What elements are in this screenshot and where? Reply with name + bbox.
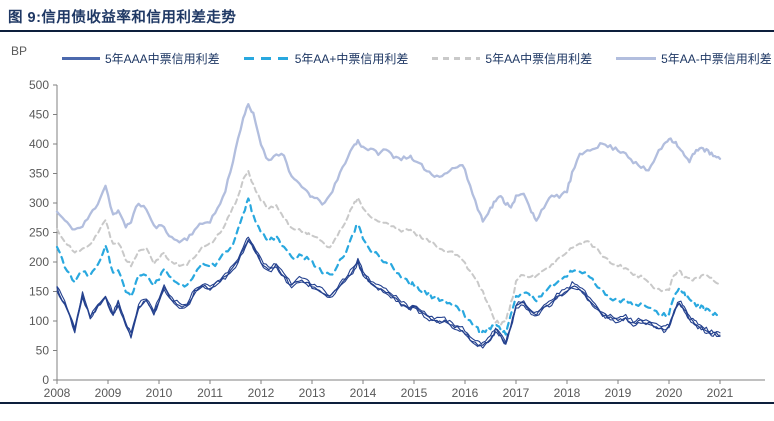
series-aa — [56, 169, 721, 327]
x-tick-label: 2017 — [503, 386, 530, 400]
legend-label: 5年AA中票信用利差 — [485, 52, 593, 66]
x-tick-label: 2013 — [299, 386, 326, 400]
legend-item-aa: 5年AA中票信用利差 — [432, 50, 592, 67]
dashed-line-swatch-icon — [432, 57, 481, 60]
x-tick-label: 2020 — [656, 386, 683, 400]
x-tick-label: 2021 — [707, 386, 734, 400]
legend-item-aa-minus: 5年AA-中票信用利差 — [616, 50, 772, 67]
x-tick-label: 2011 — [197, 386, 223, 400]
x-tick-label: 2015 — [401, 386, 428, 400]
y-tick-label: 250 — [29, 226, 49, 240]
chart-legend: 5年AAA中票信用利差 5年AA+中票信用利差 5年AA中票信用利差 5年AA-… — [62, 50, 772, 67]
legend-item-aaa: 5年AAA中票信用利差 — [62, 50, 220, 67]
y-tick-label: 400 — [29, 137, 49, 151]
x-tick-label: 2012 — [248, 386, 275, 400]
y-axis-unit-label: BP — [11, 44, 28, 58]
x-tick-label: 2016 — [452, 386, 479, 400]
figure-title: 图 9:信用债收益率和信用利差走势 — [8, 10, 237, 26]
solid-line-swatch-icon — [616, 57, 657, 60]
series-aaa — [56, 240, 721, 349]
dashed-line-swatch-icon — [243, 57, 290, 60]
solid-line-swatch-icon — [62, 57, 100, 60]
x-tick-label: 2009 — [95, 386, 122, 400]
y-tick-label: 50 — [36, 344, 50, 358]
x-tick-label: 2019 — [605, 386, 632, 400]
legend-label: 5年AA-中票信用利差 — [661, 52, 772, 66]
y-tick-label: 0 — [42, 373, 49, 387]
x-tick-label: 2014 — [350, 386, 377, 400]
legend-label: 5年AA+中票信用利差 — [294, 52, 409, 66]
y-tick-label: 150 — [29, 285, 49, 299]
y-tick-label: 300 — [29, 196, 49, 210]
y-tick-label: 200 — [29, 255, 49, 269]
x-tick-label: 2008 — [44, 386, 71, 400]
figure-bottom-divider — [0, 402, 774, 404]
y-tick-label: 350 — [29, 167, 49, 181]
legend-label: 5年AAA中票信用利差 — [105, 52, 220, 66]
series-aa-minus — [55, 103, 722, 244]
y-tick-label: 500 — [29, 78, 49, 92]
series-aaa — [56, 236, 721, 345]
x-tick-label: 2010 — [146, 386, 173, 400]
x-tick-label: 2018 — [554, 386, 581, 400]
series-aaa — [56, 239, 721, 347]
y-tick-label: 450 — [29, 108, 49, 122]
title-divider — [0, 30, 774, 32]
y-tick-label: 100 — [29, 314, 49, 328]
series-aa-plus — [55, 197, 722, 336]
legend-item-aa-plus: 5年AA+中票信用利差 — [243, 50, 409, 67]
